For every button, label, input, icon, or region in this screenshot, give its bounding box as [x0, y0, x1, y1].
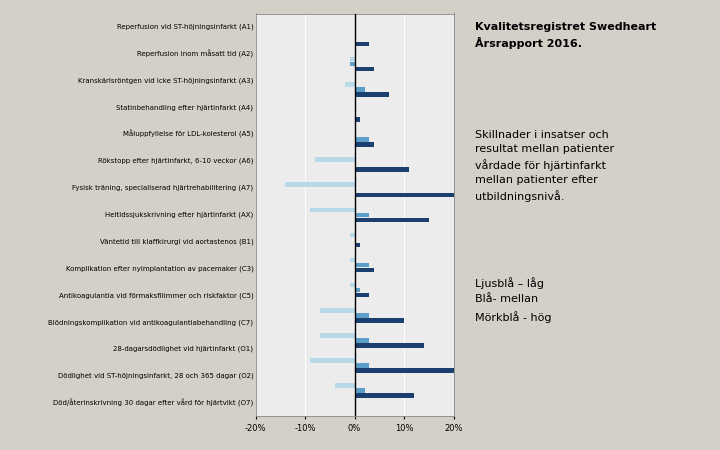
Text: Blödningskomplikation vid antikoagulantiabehandling (C7): Blödningskomplikation vid antikoagulanti…	[48, 319, 253, 325]
Bar	[355, 393, 414, 398]
Bar	[355, 212, 369, 217]
Bar	[355, 263, 369, 267]
Bar	[335, 383, 355, 388]
Text: Ljusblå – låg
Blå- mellan
Mörkblå - hög: Ljusblå – låg Blå- mellan Mörkblå - hög	[474, 277, 551, 323]
Bar	[355, 368, 454, 373]
Bar	[310, 207, 355, 212]
Bar	[350, 283, 355, 288]
Text: Död/återinskrivning 30 dagar efter vård för hjärtvikt (O7): Död/återinskrivning 30 dagar efter vård …	[53, 399, 253, 407]
Text: Kranskärlsröntgen vid icke ST-höjningsinfarkt (A3): Kranskärlsröntgen vid icke ST-höjningsin…	[78, 77, 253, 84]
Bar	[355, 193, 454, 197]
Text: Antikoagulantia vid förmaksfllimmer och riskfaktor (C5): Antikoagulantia vid förmaksfllimmer och …	[59, 292, 253, 299]
Bar	[355, 318, 404, 323]
Text: Kvalitetsregistret Swedheart
Årsrapport 2016.: Kvalitetsregistret Swedheart Årsrapport …	[474, 22, 656, 49]
Text: Reperfusion inom måsatt tid (A2): Reperfusion inom måsatt tid (A2)	[138, 50, 253, 58]
Bar	[285, 183, 355, 187]
Bar	[355, 343, 424, 348]
Bar	[350, 57, 355, 62]
Text: Rökstopp efter hjärtinfarkt, 6-10 veckor (A6): Rökstopp efter hjärtinfarkt, 6-10 veckor…	[98, 158, 253, 164]
Bar	[355, 42, 369, 46]
Bar	[345, 82, 355, 86]
Bar	[350, 233, 355, 237]
Bar	[350, 258, 355, 262]
Text: Väntetid till klaffkirurgi vid aortastenos (B1): Väntetid till klaffkirurgi vid aortasten…	[99, 238, 253, 245]
Text: Dödlighet vid ST-höjningsinfarkt, 28 och 365 dagar (O2): Dödlighet vid ST-höjningsinfarkt, 28 och…	[58, 373, 253, 379]
Bar	[320, 333, 355, 338]
Bar	[355, 338, 369, 343]
Text: 28-dagarsdödlighet vid hjärtinfarkt (O1): 28-dagarsdödlighet vid hjärtinfarkt (O1)	[114, 346, 253, 352]
Bar	[355, 388, 364, 393]
Text: Fysisk träning, specialiserad hjärtrehabilitering (A7): Fysisk träning, specialiserad hjärtrehab…	[72, 185, 253, 191]
Bar	[315, 158, 355, 162]
Text: Statinbehandling efter hjärtinfarkt (A4): Statinbehandling efter hjärtinfarkt (A4)	[117, 104, 253, 111]
Bar	[355, 218, 429, 222]
Bar	[355, 293, 369, 297]
Bar	[355, 167, 409, 172]
Text: Reperfusion vid ST-höjningsinfarkt (A1): Reperfusion vid ST-höjningsinfarkt (A1)	[117, 24, 253, 30]
Bar	[355, 137, 369, 142]
Bar	[355, 288, 359, 292]
Bar	[355, 117, 359, 122]
Bar	[350, 62, 355, 67]
Text: Skillnader i insatser och
resultat mellan patienter
vårdade för hjärtinfarkt
mel: Skillnader i insatser och resultat mella…	[474, 130, 613, 202]
Text: Komplikation efter nyimplantation av pacemaker (C3): Komplikation efter nyimplantation av pac…	[66, 266, 253, 272]
Bar	[355, 142, 374, 147]
Bar	[355, 67, 374, 72]
Bar	[355, 363, 369, 368]
Bar	[355, 313, 369, 318]
Text: Måluppfyllelse för LDL-kolesterol (A5): Måluppfyllelse för LDL-kolesterol (A5)	[123, 130, 253, 139]
Bar	[355, 92, 390, 97]
Bar	[320, 308, 355, 313]
Text: Heltidssjukskrivning efter hjärtinfarkt (AX): Heltidssjukskrivning efter hjärtinfarkt …	[105, 212, 253, 218]
Bar	[355, 243, 359, 247]
Bar	[355, 268, 374, 272]
Bar	[355, 87, 364, 91]
Bar	[310, 358, 355, 363]
